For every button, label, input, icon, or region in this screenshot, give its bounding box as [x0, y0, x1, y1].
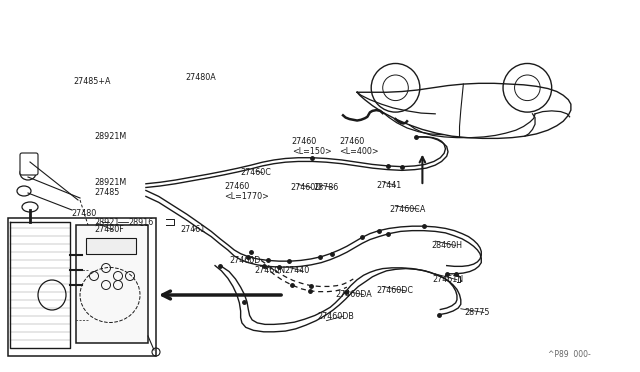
Text: 27480A: 27480A	[186, 73, 216, 82]
Text: 28460H: 28460H	[431, 241, 462, 250]
Text: 27485+A: 27485+A	[74, 77, 111, 86]
Text: 27480: 27480	[72, 209, 97, 218]
Text: ^P89  000-: ^P89 000-	[548, 350, 591, 359]
Text: 27460
<L=400>: 27460 <L=400>	[339, 137, 379, 156]
Text: 28921M: 28921M	[95, 132, 127, 141]
Text: 28921M: 28921M	[95, 178, 127, 187]
Text: 27461N: 27461N	[433, 275, 464, 284]
Bar	[8, 218, 156, 356]
Text: 27480F: 27480F	[95, 225, 124, 234]
Text: 28786: 28786	[314, 183, 339, 192]
FancyBboxPatch shape	[20, 153, 38, 175]
Text: 27460DC: 27460DC	[376, 286, 413, 295]
Text: 27460DA: 27460DA	[335, 290, 372, 299]
Text: 27460
<L=1770>: 27460 <L=1770>	[224, 182, 269, 201]
Text: 27485: 27485	[95, 188, 120, 197]
Text: 27441: 27441	[376, 181, 401, 190]
Text: 27460N: 27460N	[255, 266, 286, 275]
Text: 27460
<L=150>: 27460 <L=150>	[292, 137, 332, 156]
Text: 27461: 27461	[180, 225, 205, 234]
Text: 27440: 27440	[284, 266, 309, 275]
Text: 28775: 28775	[465, 308, 490, 317]
Bar	[86, 238, 136, 254]
Text: 28916: 28916	[128, 218, 153, 227]
Text: 28921: 28921	[95, 218, 120, 227]
Bar	[76, 225, 148, 343]
Text: 27460CA: 27460CA	[389, 205, 426, 214]
Text: 27460D: 27460D	[229, 256, 260, 265]
Text: 27460C: 27460C	[241, 168, 271, 177]
Text: 27460DB: 27460DB	[317, 312, 355, 321]
Text: 27460D: 27460D	[291, 183, 322, 192]
